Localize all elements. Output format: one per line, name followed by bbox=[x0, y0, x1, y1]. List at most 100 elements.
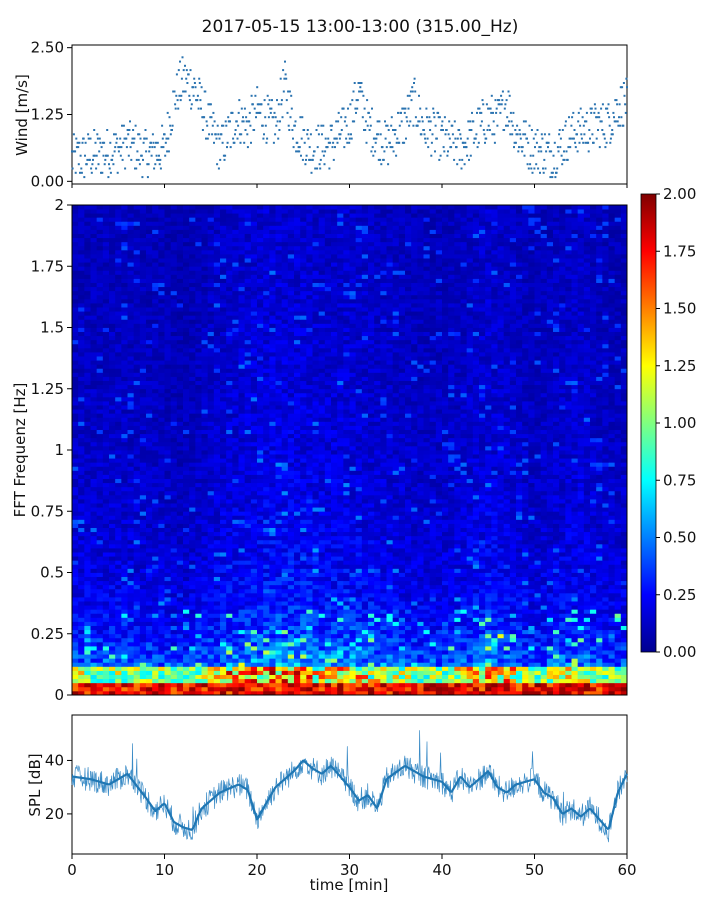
spectrogram-cell bbox=[183, 609, 190, 614]
spectrogram-cell bbox=[516, 613, 523, 618]
spectrogram-cell bbox=[232, 568, 239, 573]
spectrogram-cell bbox=[232, 527, 239, 533]
wind-point bbox=[225, 124, 228, 127]
spectrogram-cell bbox=[331, 592, 338, 598]
spectrogram-cell bbox=[355, 682, 363, 688]
spectrogram-cell bbox=[281, 576, 289, 582]
wind-point bbox=[98, 150, 101, 153]
spectrogram-cell bbox=[405, 543, 412, 549]
spectrogram-cell bbox=[170, 641, 178, 647]
spectrogram-cell bbox=[608, 641, 616, 647]
spectrogram-cell bbox=[565, 564, 572, 569]
spectrogram-cell bbox=[318, 519, 326, 524]
spectrogram-cell bbox=[133, 539, 141, 545]
spectrogram-cell bbox=[300, 523, 307, 528]
spectrogram-cell bbox=[96, 662, 104, 667]
spectrogram-cell bbox=[84, 674, 91, 680]
spectrogram-cell bbox=[429, 523, 437, 528]
spectrogram-cell bbox=[183, 650, 190, 655]
spectrogram-cell bbox=[201, 654, 209, 659]
spectrogram-cell bbox=[435, 519, 443, 524]
wind-point bbox=[307, 137, 310, 140]
spectrogram-cell bbox=[380, 686, 387, 692]
spectrogram-cell bbox=[294, 613, 301, 618]
spectrogram-cell bbox=[454, 613, 461, 618]
spectrogram-cell bbox=[423, 613, 431, 618]
spectrogram-cell bbox=[238, 637, 246, 643]
spectrogram-cell bbox=[380, 564, 387, 569]
spectrogram-cell bbox=[398, 646, 406, 651]
spectrogram-cell bbox=[497, 605, 505, 610]
spectrogram-cell bbox=[164, 633, 172, 639]
spectrogram-cell bbox=[121, 576, 128, 582]
wind-point bbox=[547, 146, 549, 149]
spectrogram-cell bbox=[479, 584, 486, 590]
spectrogram-cell bbox=[189, 662, 196, 667]
spectrogram-cell bbox=[546, 613, 554, 618]
spectrogram-cell bbox=[620, 601, 628, 606]
spectrogram-cell bbox=[306, 678, 313, 684]
spectrogram-cell bbox=[269, 666, 276, 671]
spectrogram-cell bbox=[485, 662, 492, 667]
spectrogram-cell bbox=[448, 641, 455, 647]
wind-point bbox=[281, 116, 284, 119]
spectrogram-cell bbox=[398, 584, 406, 590]
spectrogram-cell bbox=[121, 621, 128, 626]
spectrogram-cell bbox=[300, 658, 307, 663]
spectrogram-cell bbox=[398, 674, 406, 680]
spectrogram-cell bbox=[466, 601, 474, 606]
spectrogram-cell bbox=[195, 613, 202, 618]
spectrogram-cell bbox=[596, 633, 603, 639]
spectrogram-cell bbox=[368, 568, 375, 573]
spectrogram-cell bbox=[158, 670, 165, 675]
wind-point bbox=[253, 129, 256, 131]
wind-point bbox=[221, 141, 224, 144]
spectrogram-cell bbox=[423, 641, 431, 647]
spectrogram-cell bbox=[294, 584, 301, 590]
spectrogram-cell bbox=[189, 650, 196, 655]
spectrogram-cell bbox=[417, 686, 424, 692]
spectrogram-cell bbox=[472, 597, 480, 602]
spectrogram-cell bbox=[139, 580, 147, 586]
spectrogram-cell bbox=[355, 670, 363, 675]
spectrogram-cell bbox=[577, 543, 585, 549]
spectrogram-cell bbox=[195, 670, 202, 675]
spectrogram-cell bbox=[331, 682, 338, 688]
spectrogram-cell bbox=[146, 576, 153, 582]
spectrogram-cell bbox=[226, 584, 233, 590]
spectrogram-cell bbox=[189, 592, 196, 598]
spectrogram-cell bbox=[534, 609, 542, 614]
spectrogram-cell bbox=[287, 617, 295, 622]
spectrogram-cell bbox=[392, 654, 400, 659]
spectrogram-cell bbox=[331, 588, 338, 594]
spectrogram-cell bbox=[72, 572, 79, 577]
spectrogram-cell bbox=[250, 605, 258, 610]
spectrogram-cell bbox=[583, 548, 591, 553]
spectrogram-cell bbox=[294, 543, 301, 549]
spectrogram-cell bbox=[164, 580, 172, 586]
spectrogram-cell bbox=[170, 662, 178, 667]
spectrogram-cell bbox=[460, 560, 468, 565]
wind-point bbox=[365, 141, 368, 144]
spectrogram-cell bbox=[528, 674, 535, 680]
spectrogram-cell bbox=[170, 527, 178, 533]
spectrogram-cell bbox=[596, 556, 603, 561]
wind-point bbox=[605, 107, 607, 110]
spectrogram-cell bbox=[583, 531, 591, 537]
spectrogram-cell bbox=[324, 523, 332, 528]
spectrogram-cell bbox=[472, 674, 480, 680]
spectrogram-cell bbox=[355, 621, 363, 626]
wind-point bbox=[574, 146, 577, 149]
spectrogram-cell bbox=[176, 686, 184, 692]
spectrogram-cell bbox=[355, 690, 363, 696]
wind-point bbox=[463, 163, 466, 166]
spectrogram-cell bbox=[250, 572, 258, 577]
spectrogram-cell bbox=[195, 621, 202, 626]
spectrogram-cell bbox=[448, 658, 455, 663]
spectrogram-cell bbox=[244, 605, 252, 610]
spectrogram-cell bbox=[275, 678, 283, 684]
spectrogram-cell bbox=[337, 629, 344, 635]
spectrogram-cell bbox=[139, 560, 147, 565]
spectrogram-cell bbox=[90, 507, 98, 512]
spectrogram-cell bbox=[90, 584, 98, 590]
